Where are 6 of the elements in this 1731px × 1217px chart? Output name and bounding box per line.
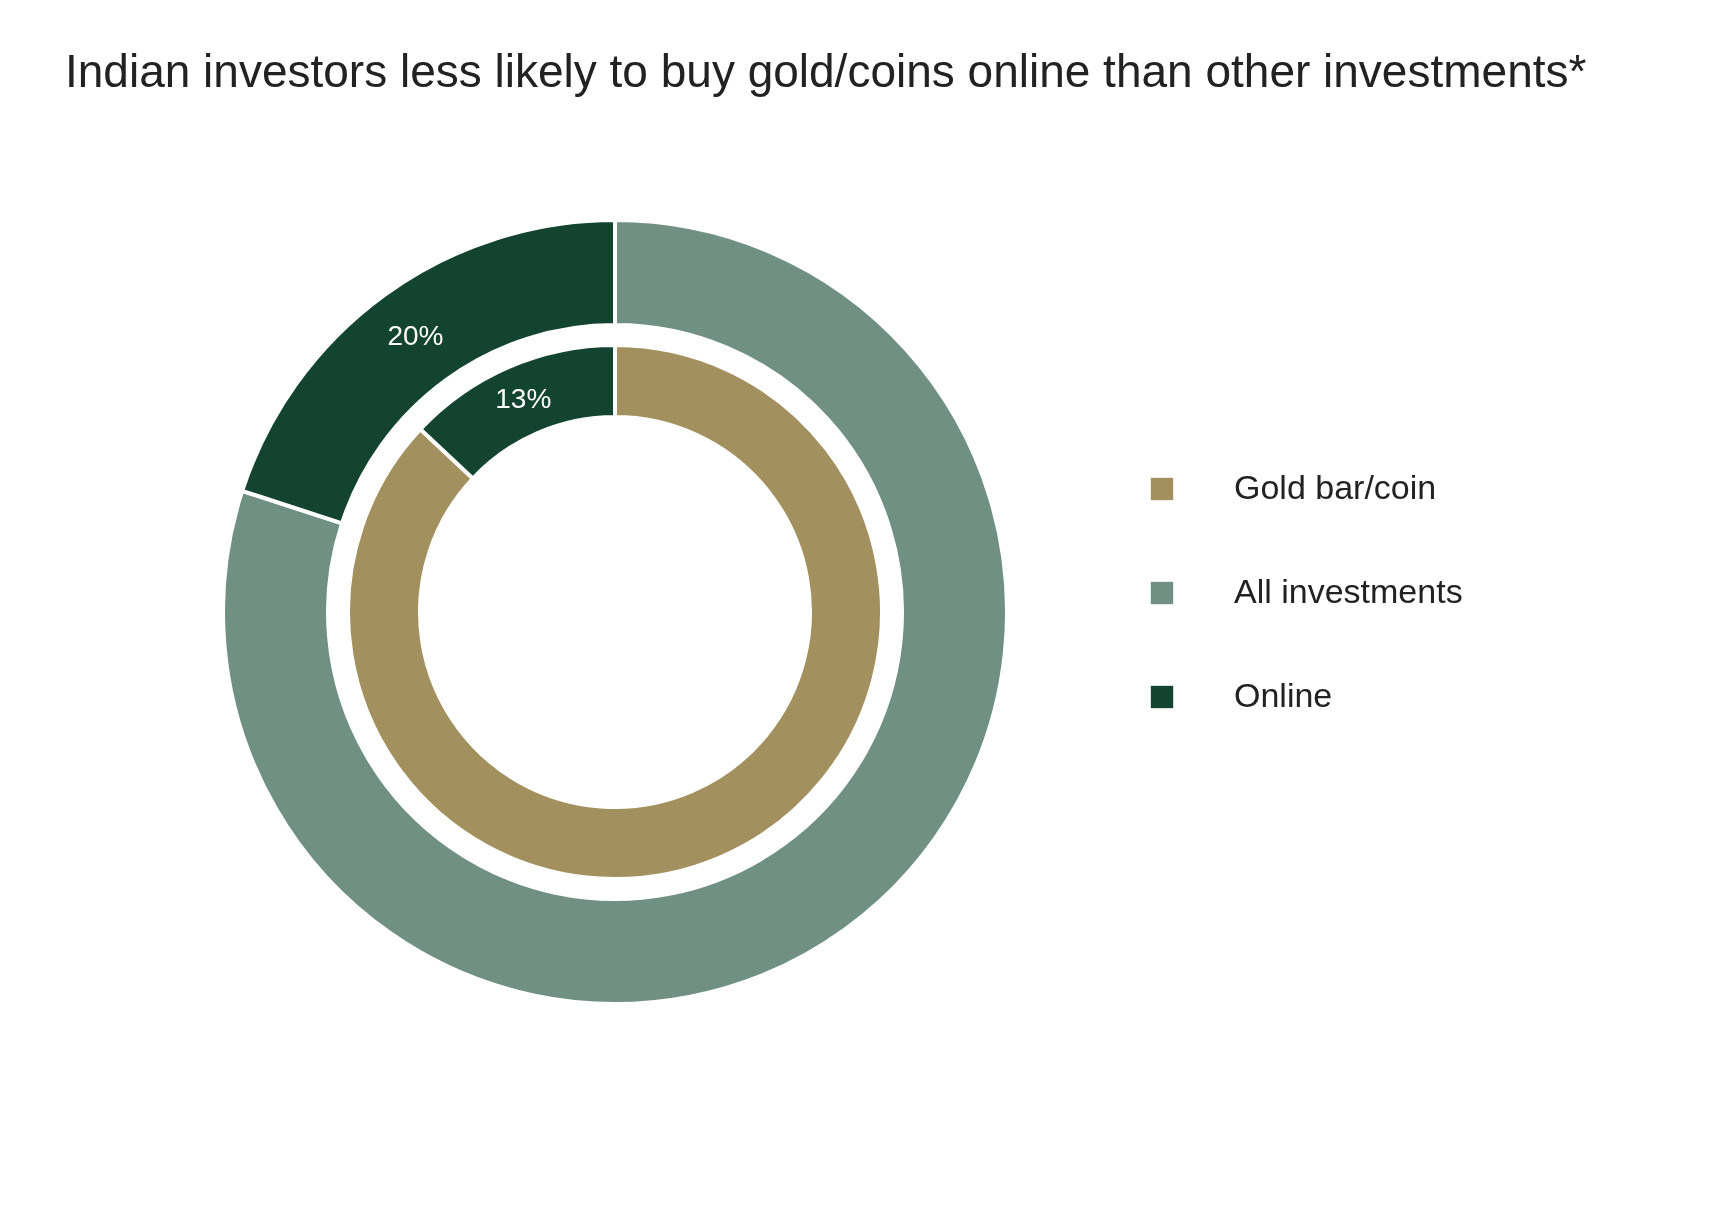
legend-label: Online (1234, 676, 1333, 714)
chart-title: Indian investors less likely to buy gold/coins online than other investments* (65, 45, 1587, 97)
data-label: 20% (387, 320, 444, 352)
legend-label: All investments (1234, 572, 1463, 610)
data-label: 13% (495, 383, 552, 414)
legend-label: Gold bar/coin (1234, 468, 1437, 506)
